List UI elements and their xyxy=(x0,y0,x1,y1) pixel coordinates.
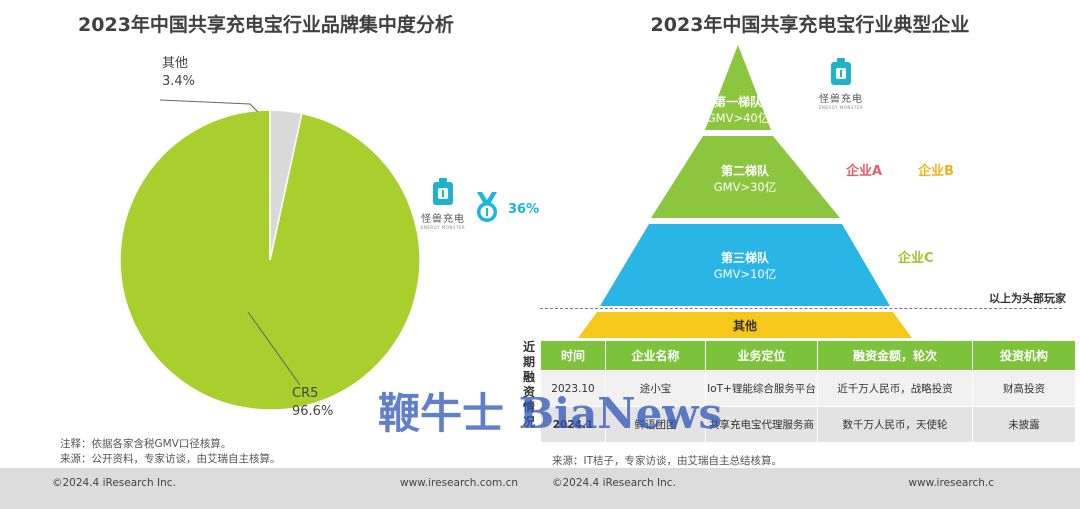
company-c: 企业C xyxy=(898,251,934,266)
notes: 注释：依据各家含税GMV口径核算。 来源：公开资料，专家访谈，由艾瑞自主核算。 xyxy=(60,438,281,465)
head-divider xyxy=(540,308,1062,309)
tier-4-shape xyxy=(578,312,912,338)
cr5-leader-line xyxy=(247,311,301,386)
battery-icon xyxy=(433,178,453,205)
tier-4-label: 其他 xyxy=(732,319,757,333)
brand-share: 36% xyxy=(508,202,540,217)
footer-copyright-left: ©2024.4 iResearch Inc. xyxy=(52,477,176,489)
footer-url-left: www.iresearch.com.cn xyxy=(399,477,518,489)
brand-logo-tier1: 怪兽充电 ENERGY MONSTER xyxy=(816,58,866,110)
tier-3-shape xyxy=(600,224,890,306)
col-amount: 融资金额，轮次 xyxy=(817,340,973,371)
financing-table: 时间 企业名称 业务定位 融资金额，轮次 投资机构 2023.10 途小宝 Io… xyxy=(540,340,1076,443)
pie-slice-other xyxy=(269,109,303,261)
left-panel: 2023年中国共享充电宝行业品牌集中度分析 其他 3.4% CR5 96.6% … xyxy=(0,0,539,509)
watermark: 鞭牛士 BiaNews xyxy=(378,389,723,438)
head-players-label: 以上为头部玩家 xyxy=(989,292,1066,305)
tier-3-label: 第三梯队 GMV>10亿 xyxy=(713,251,777,281)
other-label: 其他 3.4% xyxy=(162,56,196,89)
brand-logo: 怪兽充电 ENERGY MONSTER xyxy=(420,178,466,230)
col-investor: 投资机构 xyxy=(972,340,1076,371)
col-position: 业务定位 xyxy=(705,340,818,371)
other-leader-line xyxy=(159,99,259,113)
col-time: 时间 xyxy=(540,340,606,371)
table-header-row: 时间 企业名称 业务定位 融资金额，轮次 投资机构 xyxy=(540,340,1076,371)
tier-1-shape xyxy=(705,45,771,130)
footer-copyright-right: ©2024.4 iResearch Inc. xyxy=(552,477,676,489)
cr5-label: CR5 96.6% xyxy=(292,386,334,419)
col-company: 企业名称 xyxy=(605,340,706,371)
footer-url-right: www.iresearch.c xyxy=(908,477,994,489)
source-note: 来源：IT桔子，专家访谈，由艾瑞自主总结核算。 xyxy=(552,455,783,467)
pie-chart-title: 2023年中国共享充电宝行业品牌集中度分析 xyxy=(78,14,454,36)
financing-side-label: 近期融资情况 xyxy=(522,340,535,429)
company-b: 企业B xyxy=(918,164,954,179)
pyramid-title: 2023年中国共享充电宝行业典型企业 xyxy=(650,14,970,36)
tier-2-shape xyxy=(651,136,840,218)
medal-icon xyxy=(477,192,497,222)
pyramid-diagram xyxy=(578,45,912,338)
company-a: 企业A xyxy=(846,164,883,179)
tier-1-label: 第一梯队 GMV>40亿 xyxy=(706,95,770,125)
pie-chart xyxy=(119,99,421,411)
footer-bar: ©2024.4 iResearch Inc. www.iresearch.com… xyxy=(0,468,1080,509)
battery-icon xyxy=(831,58,851,85)
tier-2-label: 第二梯队 GMV>30亿 xyxy=(713,164,777,194)
table-row: 2024.1 鲜语团团 共享充电宝代理服务商 数千万人民币，天使轮 未披露 xyxy=(540,406,1076,443)
right-panel: 2023年中国共享充电宝行业典型企业 第一梯队 GMV>40亿 第二梯队 GMV… xyxy=(523,0,1080,509)
